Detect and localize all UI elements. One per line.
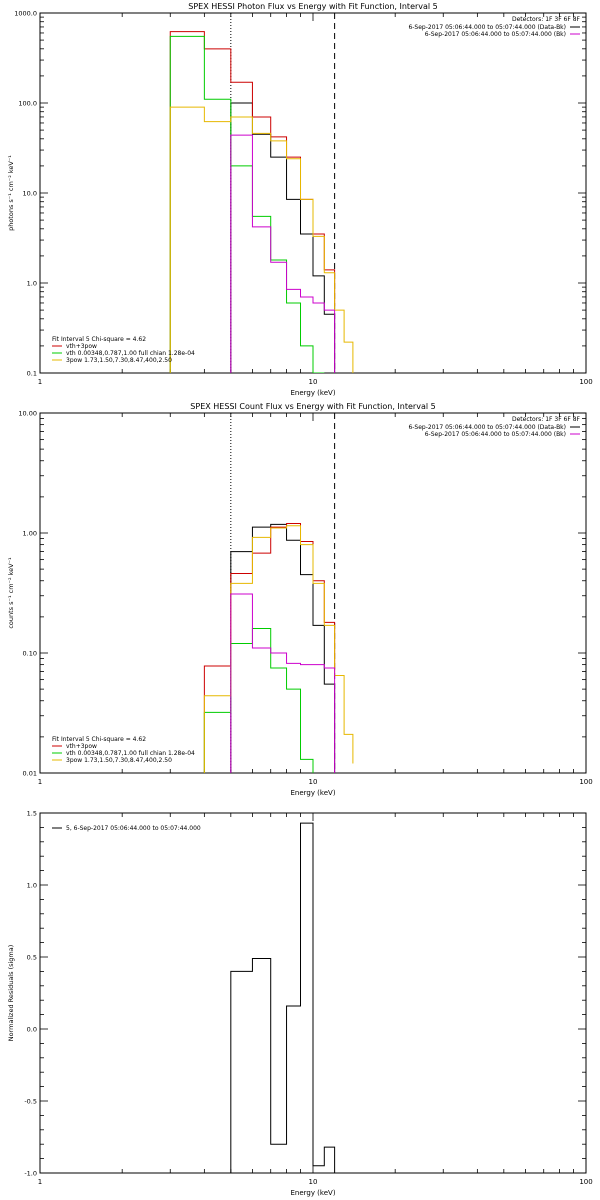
plot-frame: [39, 12, 587, 374]
y-axis-label: counts s⁻¹ cm⁻² keV⁻¹: [7, 557, 15, 629]
series-3-histogram: [203, 525, 354, 773]
y-tick-label: 0.1: [27, 370, 37, 378]
y-tick-label: -1.0: [24, 1170, 37, 1178]
y-tick-label: 10.0: [23, 190, 37, 198]
time-interval-label: 6-Sep-2017 05:06:44.000 to 05:07:44.000 …: [425, 31, 566, 38]
time-interval-label: 6-Sep-2017 05:06:44.000 to 05:07:44.000 …: [408, 24, 566, 31]
y-tick-label: 1.0: [27, 280, 37, 288]
series-0-histogram: [230, 822, 336, 1173]
x-tick-label: 1: [38, 1178, 42, 1186]
chart-title: SPEX HESSI Photon Flux vs Energy with Fi…: [188, 2, 438, 11]
x-tick-label: 10: [309, 778, 318, 786]
series-group: [169, 31, 354, 373]
chart-title: SPEX HESSI Count Flux vs Energy with Fit…: [190, 402, 435, 411]
legend-entry: vth 0.00348,0.787,1.00 full chian 1.28e-…: [66, 750, 195, 757]
y-tick-label: 1.5: [27, 810, 37, 818]
legend-title: Fit Interval 5 Chi-square = 4.62: [52, 336, 146, 343]
series-2-histogram: [169, 35, 325, 373]
legend-title: Fit Interval 5 Chi-square = 4.62: [52, 736, 146, 743]
detectors-label: Detectors: 1F 3F 6F 8F: [512, 416, 581, 423]
legend-entry: 5, 6-Sep-2017 05:06:44.000 to 05:07:44.0…: [66, 825, 201, 832]
x-tick-label: 100: [579, 1178, 592, 1186]
y-tick-label: 1.00: [23, 530, 37, 538]
residuals-panel: 1 10 100 -1.0 -0.5 0.0 0.5 1.0 1.5 Energy (keV) No…: [7, 810, 593, 1198]
series-group: [230, 822, 336, 1173]
legend-entry: vth 0.00348,0.787,1.00 full chian 1.28e-…: [66, 350, 195, 357]
time-interval-label: 6-Sep-2017 05:06:44.000 to 05:07:44.000 …: [408, 424, 566, 431]
x-tick-label: 1: [38, 378, 42, 386]
y-tick-label: 100.0: [18, 100, 37, 108]
series-group: [203, 522, 354, 773]
series-1-histogram: [169, 31, 336, 373]
series-3-histogram: [169, 106, 354, 373]
count-flux-panel: SPEX HESSI Count Flux vs Energy with Fit…: [7, 402, 593, 797]
x-axis-label: Energy (keV): [290, 789, 335, 797]
y-tick-label: 10.00: [18, 410, 37, 418]
x-tick-label: 1: [38, 778, 42, 786]
series-0-histogram: [230, 102, 336, 373]
x-tick-label: 100: [579, 378, 592, 386]
legend-entry: 3pow 1.73,1.50,7.30,8.47,400,2.50: [66, 357, 172, 364]
y-axis-label: Normalized Residuals (sigma): [7, 945, 15, 1042]
x-axis-label: Energy (keV): [290, 389, 335, 397]
x-tick-label: 100: [579, 778, 592, 786]
y-tick-label: -0.5: [24, 1098, 37, 1106]
x-tick-label: 10: [309, 1178, 318, 1186]
x-axis-label: Energy (keV): [290, 1189, 335, 1197]
y-tick-label: 0.10: [23, 650, 37, 658]
series-4-histogram: [230, 593, 336, 773]
y-tick-label: 0.0: [27, 1026, 37, 1034]
x-tick-label: 10: [309, 378, 318, 386]
detectors-label: Detectors: 1F 3F 6F 8F: [512, 16, 581, 23]
legend-entry: vth+3pow: [66, 743, 97, 750]
y-tick-label: 1.0: [27, 882, 37, 890]
time-interval-label: 6-Sep-2017 05:06:44.000 to 05:07:44.000 …: [425, 431, 566, 438]
legend-entry: vth+3pow: [66, 343, 97, 350]
photon-flux-panel: SPEX HESSI Photon Flux vs Energy with Fi…: [7, 2, 593, 397]
y-tick-label: 1000.0: [14, 10, 37, 18]
y-axis-label: photons s⁻¹ cm⁻² keV⁻¹: [7, 155, 15, 231]
series-4-histogram: [230, 134, 336, 373]
y-tick-label: 0.5: [27, 954, 37, 962]
legend-entry: 3pow 1.73,1.50,7.30,8.47,400,2.50: [66, 757, 172, 764]
series-0-histogram: [230, 523, 336, 773]
series-2-histogram: [203, 628, 314, 773]
y-tick-label: 0.01: [23, 770, 37, 778]
